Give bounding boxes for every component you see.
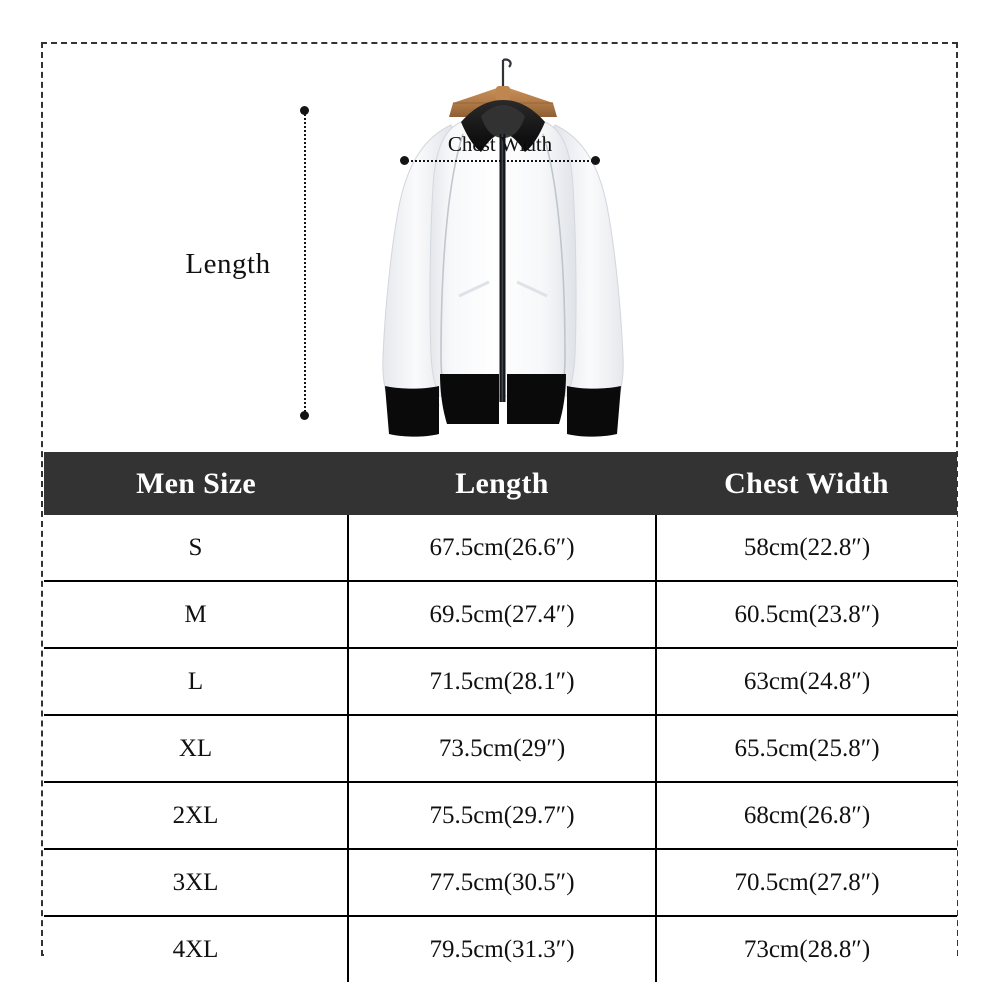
garment-illustration: Length Chest Width	[43, 44, 956, 452]
header-chest-width: Chest Width	[656, 452, 957, 515]
cell-size: S	[44, 515, 349, 581]
size-table-body: S 67.5cm(26.6″) 58cm(22.8″) M 69.5cm(27.…	[44, 515, 957, 982]
header-men-size: Men Size	[44, 452, 348, 515]
cell-size: M	[44, 580, 349, 648]
hanger-hook	[501, 58, 512, 86]
cell-size: XL	[44, 714, 349, 782]
hem-right	[507, 374, 566, 424]
table-row: XL 73.5cm(29″) 65.5cm(25.8″)	[44, 714, 957, 782]
cell-length: 73.5cm(29″)	[348, 714, 657, 782]
hem-left	[440, 374, 499, 424]
size-chart-panel: Length Chest Width Men Size Length Chest…	[41, 42, 958, 982]
cell-chest: 58cm(22.8″)	[656, 515, 957, 581]
jacket-image	[303, 56, 703, 452]
cell-length: 75.5cm(29.7″)	[348, 781, 657, 849]
table-row: L 71.5cm(28.1″) 63cm(24.8″)	[44, 647, 957, 715]
cell-size: 2XL	[44, 781, 349, 849]
cell-length: 67.5cm(26.6″)	[348, 515, 657, 581]
cell-length: 79.5cm(31.3″)	[348, 915, 657, 982]
size-table-header: Men Size Length Chest Width	[44, 452, 957, 515]
chest-endpoint-right	[591, 156, 600, 165]
right-cuff	[567, 386, 621, 437]
cell-size: L	[44, 647, 349, 715]
cell-size: 4XL	[44, 915, 349, 982]
cell-chest: 65.5cm(25.8″)	[656, 714, 957, 782]
table-row: 4XL 79.5cm(31.3″) 73cm(28.8″)	[44, 915, 957, 982]
cell-chest: 68cm(26.8″)	[656, 781, 957, 849]
chest-width-measure-line	[400, 156, 600, 165]
cell-chest: 60.5cm(23.8″)	[656, 580, 957, 648]
length-endpoint-bottom	[300, 411, 309, 420]
cell-chest: 63cm(24.8″)	[656, 647, 957, 715]
left-cuff	[385, 386, 439, 437]
cell-length: 69.5cm(27.4″)	[348, 580, 657, 648]
length-measure-line	[300, 106, 309, 420]
chest-dotted-line	[404, 160, 596, 162]
cell-size: 3XL	[44, 848, 349, 916]
cell-length: 71.5cm(28.1″)	[348, 647, 657, 715]
table-row: M 69.5cm(27.4″) 60.5cm(23.8″)	[44, 580, 957, 648]
table-header-row: Men Size Length Chest Width	[44, 452, 957, 515]
header-length: Length	[348, 452, 656, 515]
chest-width-label: Chest Width	[447, 132, 553, 156]
cell-chest: 73cm(28.8″)	[656, 915, 957, 982]
table-row: S 67.5cm(26.6″) 58cm(22.8″)	[44, 515, 957, 581]
cell-length: 77.5cm(30.5″)	[348, 848, 657, 916]
cell-chest: 70.5cm(27.8″)	[656, 848, 957, 916]
table-row: 2XL 75.5cm(29.7″) 68cm(26.8″)	[44, 781, 957, 849]
table-row: 3XL 77.5cm(30.5″) 70.5cm(27.8″)	[44, 848, 957, 916]
length-dotted-line	[304, 110, 306, 416]
size-table: Men Size Length Chest Width S 67.5cm(26.…	[44, 452, 957, 982]
length-label: Length	[185, 248, 271, 280]
